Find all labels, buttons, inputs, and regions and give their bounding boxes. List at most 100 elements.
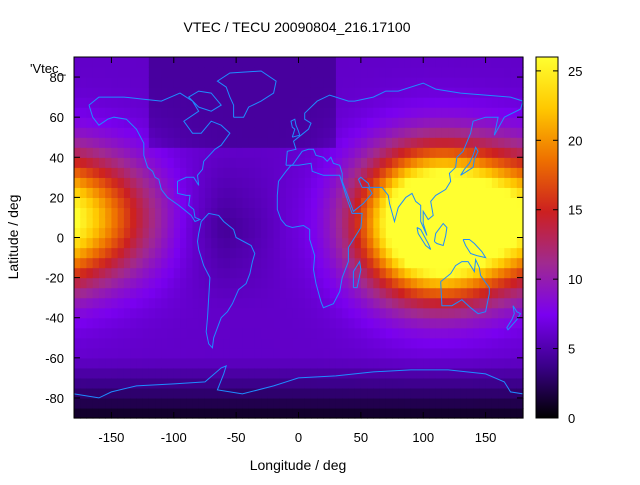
heatmap-cell — [267, 367, 275, 379]
heatmap-cell — [80, 127, 88, 138]
heatmap-cell — [211, 167, 219, 178]
heatmap-cell — [441, 397, 449, 409]
heatmap-cell — [173, 397, 181, 409]
heatmap-cell — [448, 157, 456, 168]
heatmap-cell — [404, 237, 412, 249]
heatmap-cell — [273, 117, 281, 128]
heatmap-cell — [410, 287, 418, 299]
heatmap-cell — [435, 97, 443, 108]
heatmap-cell — [323, 287, 331, 299]
heatmap-cell — [74, 147, 81, 158]
heatmap-cell — [279, 297, 287, 309]
heatmap-cell — [236, 287, 243, 299]
heatmap-cell — [167, 387, 175, 399]
heatmap-cell — [292, 367, 300, 379]
heatmap-cell — [117, 397, 125, 409]
heatmap-cell — [304, 127, 312, 138]
heatmap-cell — [105, 407, 113, 419]
heatmap-cell — [304, 327, 312, 339]
heatmap-cell — [466, 217, 474, 229]
heatmap-cell — [136, 137, 144, 148]
heatmap-cell — [92, 137, 100, 148]
heatmap-cell — [429, 227, 437, 239]
heatmap-cell — [398, 277, 406, 289]
heatmap-cell — [398, 87, 406, 98]
heatmap-cell — [74, 57, 81, 68]
heatmap-cell — [136, 107, 144, 118]
heatmap-cell — [410, 397, 418, 409]
heatmap-cell — [86, 97, 94, 108]
heatmap-cell — [142, 367, 150, 379]
heatmap-cell — [335, 157, 343, 168]
heatmap-cell — [261, 307, 268, 319]
heatmap-cell — [354, 317, 362, 329]
heatmap-cell — [454, 237, 462, 249]
heatmap-cell — [298, 67, 306, 78]
heatmap-cell — [485, 267, 493, 279]
heatmap-cell — [404, 87, 412, 98]
heatmap-cell — [348, 357, 356, 369]
heatmap-cell — [404, 147, 412, 158]
heatmap-cell — [404, 67, 412, 78]
heatmap-cell — [217, 267, 225, 279]
heatmap-cell — [261, 327, 268, 339]
heatmap-cell — [198, 267, 206, 279]
heatmap-cell — [329, 397, 337, 409]
heatmap-cell — [416, 317, 424, 329]
heatmap-cell — [136, 187, 144, 198]
heatmap-cell — [360, 177, 368, 188]
heatmap-cell — [105, 307, 113, 319]
heatmap-cell — [317, 317, 325, 329]
heatmap-cell — [142, 357, 150, 369]
heatmap-cell — [248, 107, 256, 118]
heatmap-cell — [323, 97, 331, 108]
heatmap-cell — [279, 57, 287, 68]
heatmap-cell — [286, 327, 293, 339]
heatmap-cell — [161, 317, 169, 329]
heatmap-cell — [460, 377, 468, 389]
heatmap-cell — [273, 257, 281, 269]
heatmap-cell — [342, 87, 349, 98]
heatmap-cell — [254, 237, 262, 249]
heatmap-cell — [286, 107, 293, 118]
heatmap-cell — [173, 327, 181, 339]
heatmap-cell — [186, 397, 194, 409]
heatmap-cell — [448, 57, 456, 68]
heatmap-cell — [348, 407, 356, 419]
heatmap-cell — [161, 347, 169, 359]
heatmap-cell — [267, 307, 275, 319]
heatmap-cell — [479, 67, 487, 78]
heatmap-cell — [105, 77, 113, 88]
heatmap-cell — [304, 347, 312, 359]
heatmap-cell — [485, 127, 493, 138]
heatmap-cell — [379, 397, 387, 409]
heatmap-cell — [410, 367, 418, 379]
heatmap-cell — [479, 347, 487, 359]
heatmap-cell — [460, 247, 468, 259]
heatmap-cell — [392, 267, 399, 279]
heatmap-cell — [491, 267, 499, 279]
heatmap-cell — [198, 337, 206, 349]
heatmap-cell — [198, 227, 206, 239]
heatmap-cell — [504, 257, 512, 269]
heatmap-cell — [435, 197, 443, 209]
heatmap-cell — [354, 257, 362, 269]
heatmap-cell — [148, 187, 156, 198]
heatmap-cell — [123, 307, 131, 319]
heatmap-cell — [130, 387, 137, 399]
heatmap-cell — [385, 247, 393, 259]
heatmap-cell — [448, 357, 456, 369]
heatmap-cell — [360, 117, 368, 128]
heatmap-cell — [98, 77, 106, 88]
heatmap-cell — [248, 267, 256, 279]
heatmap-cell — [198, 117, 206, 128]
heatmap-cell — [516, 257, 524, 269]
heatmap-cell — [498, 127, 505, 138]
heatmap-cell — [86, 287, 94, 299]
heatmap-cell — [323, 317, 331, 329]
heatmap-cell — [261, 117, 268, 128]
heatmap-cell — [317, 367, 325, 379]
heatmap-cell — [148, 167, 156, 178]
heatmap-cell — [441, 77, 449, 88]
heatmap-cell — [354, 177, 362, 188]
